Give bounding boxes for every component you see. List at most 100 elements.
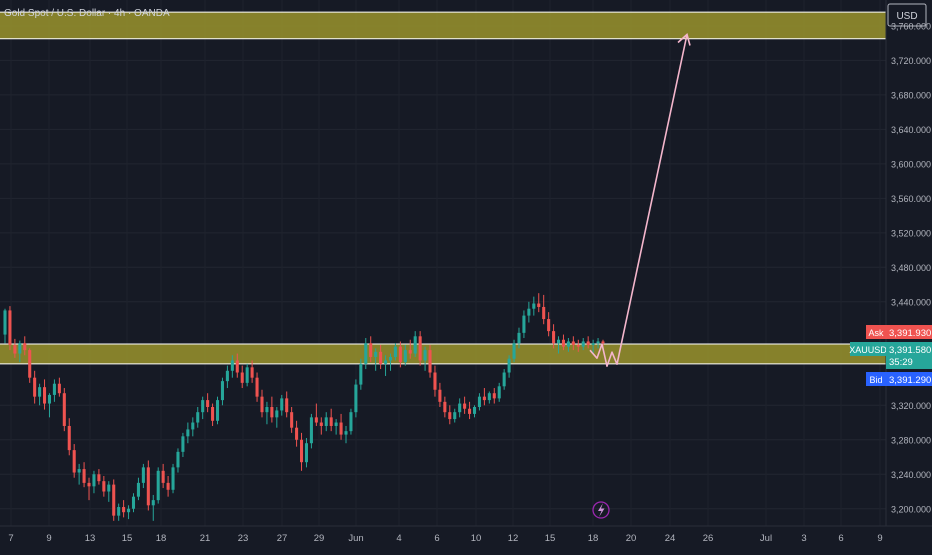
- candle-body: [314, 417, 318, 423]
- lightning-icon: [598, 503, 605, 517]
- candle-body: [418, 336, 422, 361]
- bid-value: 3,391.290: [889, 375, 931, 386]
- candle-body: [23, 343, 27, 351]
- candle-body: [28, 350, 32, 378]
- candle-body: [299, 439, 304, 463]
- upper-zone[interactable]: [0, 12, 886, 39]
- candle-body: [171, 467, 175, 490]
- candle-body: [472, 407, 477, 414]
- candle-body: [601, 341, 605, 344]
- time-tick-label: Jun: [348, 533, 363, 544]
- candle-body: [428, 350, 432, 373]
- candle-body: [364, 343, 368, 364]
- last-price-value: 3,391.580: [889, 345, 931, 356]
- time-tick-label: 21: [200, 533, 211, 544]
- candle-body: [43, 387, 47, 404]
- time-tick-label: 15: [122, 533, 133, 544]
- candle-body: [52, 383, 56, 395]
- candle-body: [591, 343, 595, 345]
- price-axis[interactable]: 3,760.0003,720.0003,680.0003,640.0003,60…: [885, 0, 932, 550]
- ask-badge: [886, 325, 932, 339]
- candle-body: [176, 451, 180, 468]
- candle-body: [225, 370, 229, 382]
- candle-body: [433, 372, 437, 390]
- support-zone[interactable]: [0, 344, 886, 364]
- candle-body: [487, 393, 491, 401]
- candle-body: [3, 310, 7, 335]
- ask-value: 3,391.930: [889, 328, 931, 339]
- candle-body: [403, 350, 407, 363]
- time-tick-label: 15: [545, 533, 556, 544]
- price-tick-label: 3,520.000: [891, 228, 931, 238]
- time-tick-label: 9: [877, 533, 882, 544]
- candle-body: [458, 403, 462, 413]
- candle-body: [166, 482, 170, 490]
- currency-label: USD: [896, 11, 917, 22]
- candle-body: [72, 450, 76, 473]
- time-axis[interactable]: 7 9 13 15 18 21 23 27 29 Jun 4 6 10 12 15 18 20 24 26 Jul 3 6…: [0, 525, 932, 544]
- event-marker[interactable]: [592, 501, 610, 519]
- price-tick-label: 3,560.000: [891, 194, 931, 204]
- candle-body: [117, 507, 121, 516]
- bid-tag: [866, 372, 886, 386]
- zones-layer[interactable]: [0, 11, 886, 365]
- candle-body: [290, 412, 294, 428]
- candle-body: [463, 403, 467, 409]
- candle-body: [542, 306, 546, 320]
- candle-body: [245, 367, 249, 383]
- candle-body: [112, 484, 116, 516]
- projection-arrow-line[interactable]: [589, 34, 688, 367]
- chart-title: Gold Spot / U.S. Dollar · 4h · OANDA: [4, 8, 170, 19]
- time-tick-label: 10: [471, 533, 482, 544]
- price-tick-label: 3,440.000: [891, 297, 931, 307]
- candle-body: [443, 401, 447, 413]
- candle-body: [102, 481, 106, 492]
- candle-body: [482, 396, 486, 401]
- candle-body: [151, 500, 155, 506]
- candle-body: [161, 470, 165, 483]
- candle-body: [156, 470, 160, 501]
- price-tick-label: 3,720.000: [891, 56, 931, 66]
- candle-body: [492, 393, 496, 399]
- candle-body: [304, 443, 309, 463]
- candle-body: [344, 431, 348, 435]
- candle-body: [532, 303, 536, 309]
- candle-body: [62, 393, 66, 426]
- candle-body: [280, 398, 284, 411]
- price-axis-background: [886, 0, 932, 550]
- candle-body: [423, 350, 427, 361]
- candle-body: [354, 384, 358, 413]
- price-tick-label: 3,280.000: [891, 435, 931, 445]
- candle-body: [398, 346, 402, 363]
- candle-body: [468, 408, 472, 414]
- candle-body: [230, 360, 234, 371]
- price-tick-label: 3,200.000: [891, 504, 931, 514]
- time-tick-label: 29: [314, 533, 325, 544]
- currency-button[interactable]: [887, 3, 927, 27]
- time-tick-label: 18: [156, 533, 167, 544]
- candle-body: [136, 482, 140, 497]
- candle-body: [131, 496, 136, 509]
- candle-body: [453, 412, 457, 420]
- candles-layer: [3, 293, 605, 521]
- time-tick-label: 26: [703, 533, 714, 544]
- ask-tag-label: Ask: [868, 328, 884, 338]
- projection-layer[interactable]: [589, 33, 691, 367]
- candle-body: [211, 407, 215, 421]
- candle-body: [497, 386, 501, 399]
- time-tick-label: 4: [396, 533, 401, 544]
- candle-body: [255, 377, 259, 397]
- price-tick-label: 3,480.000: [891, 263, 931, 273]
- candle-body: [309, 417, 313, 444]
- candle-body: [220, 381, 224, 401]
- candle-body: [186, 429, 190, 437]
- candle-body: [97, 474, 101, 482]
- candle-body: [33, 377, 37, 397]
- candle-body: [38, 387, 42, 397]
- price-tick-label: 3,240.000: [891, 470, 931, 480]
- bar-countdown: 35:29: [889, 357, 913, 368]
- candle-body: [82, 469, 86, 483]
